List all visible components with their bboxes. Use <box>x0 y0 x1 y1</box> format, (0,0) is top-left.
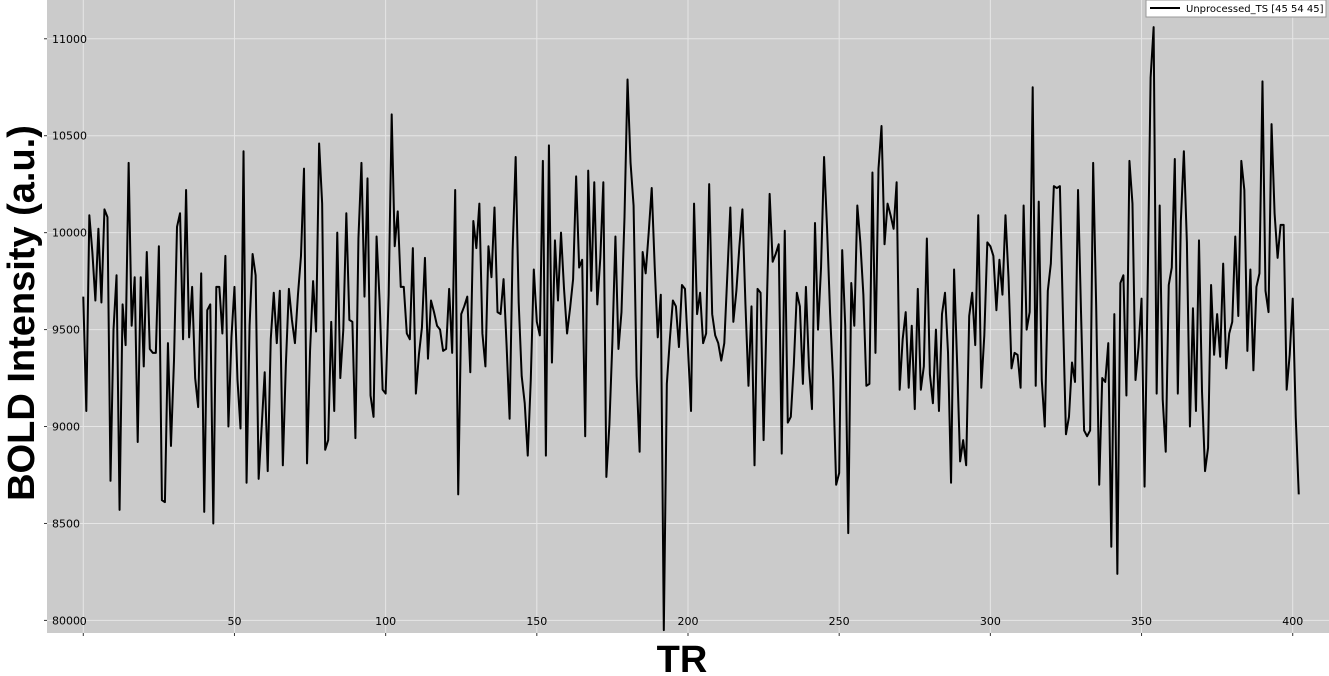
legend: Unprocessed_TS [45 54 45] <box>1145 0 1327 18</box>
x-tick-label: 400 <box>1282 615 1303 628</box>
y-axis-ticks: 8000 8500 9000 9500 10000 10500 11000 <box>44 33 87 627</box>
x-tick-label: 100 <box>375 615 396 628</box>
x-tick-label: 250 <box>829 615 850 628</box>
x-axis-title: TR <box>657 639 708 676</box>
y-tick-label: 10500 <box>52 130 87 143</box>
x-tick-label: 350 <box>1131 615 1152 628</box>
x-tick-label: 0 <box>80 615 87 628</box>
legend-label: Unprocessed_TS [45 54 45] <box>1186 4 1324 15</box>
y-tick-label: 8500 <box>52 517 80 530</box>
series-line <box>82 26 1300 632</box>
y-tick-label: 8000 <box>52 614 80 627</box>
x-tick-label: 50 <box>227 615 241 628</box>
x-tick-label: 150 <box>526 615 547 628</box>
x-tick-label: 200 <box>678 615 699 628</box>
y-tick-label: 11000 <box>52 33 87 46</box>
y-tick-label: 9500 <box>52 324 80 337</box>
legend-box <box>1145 0 1327 18</box>
x-axis-ticks: 0 50 100 150 200 250 300 350 400 <box>80 615 1303 636</box>
y-axis-title: BOLD Intensity (a.u.) <box>1 125 43 501</box>
x-tick-label: 300 <box>980 615 1001 628</box>
y-tick-label: 10000 <box>52 227 87 240</box>
y-tick-label: 9000 <box>52 421 80 434</box>
